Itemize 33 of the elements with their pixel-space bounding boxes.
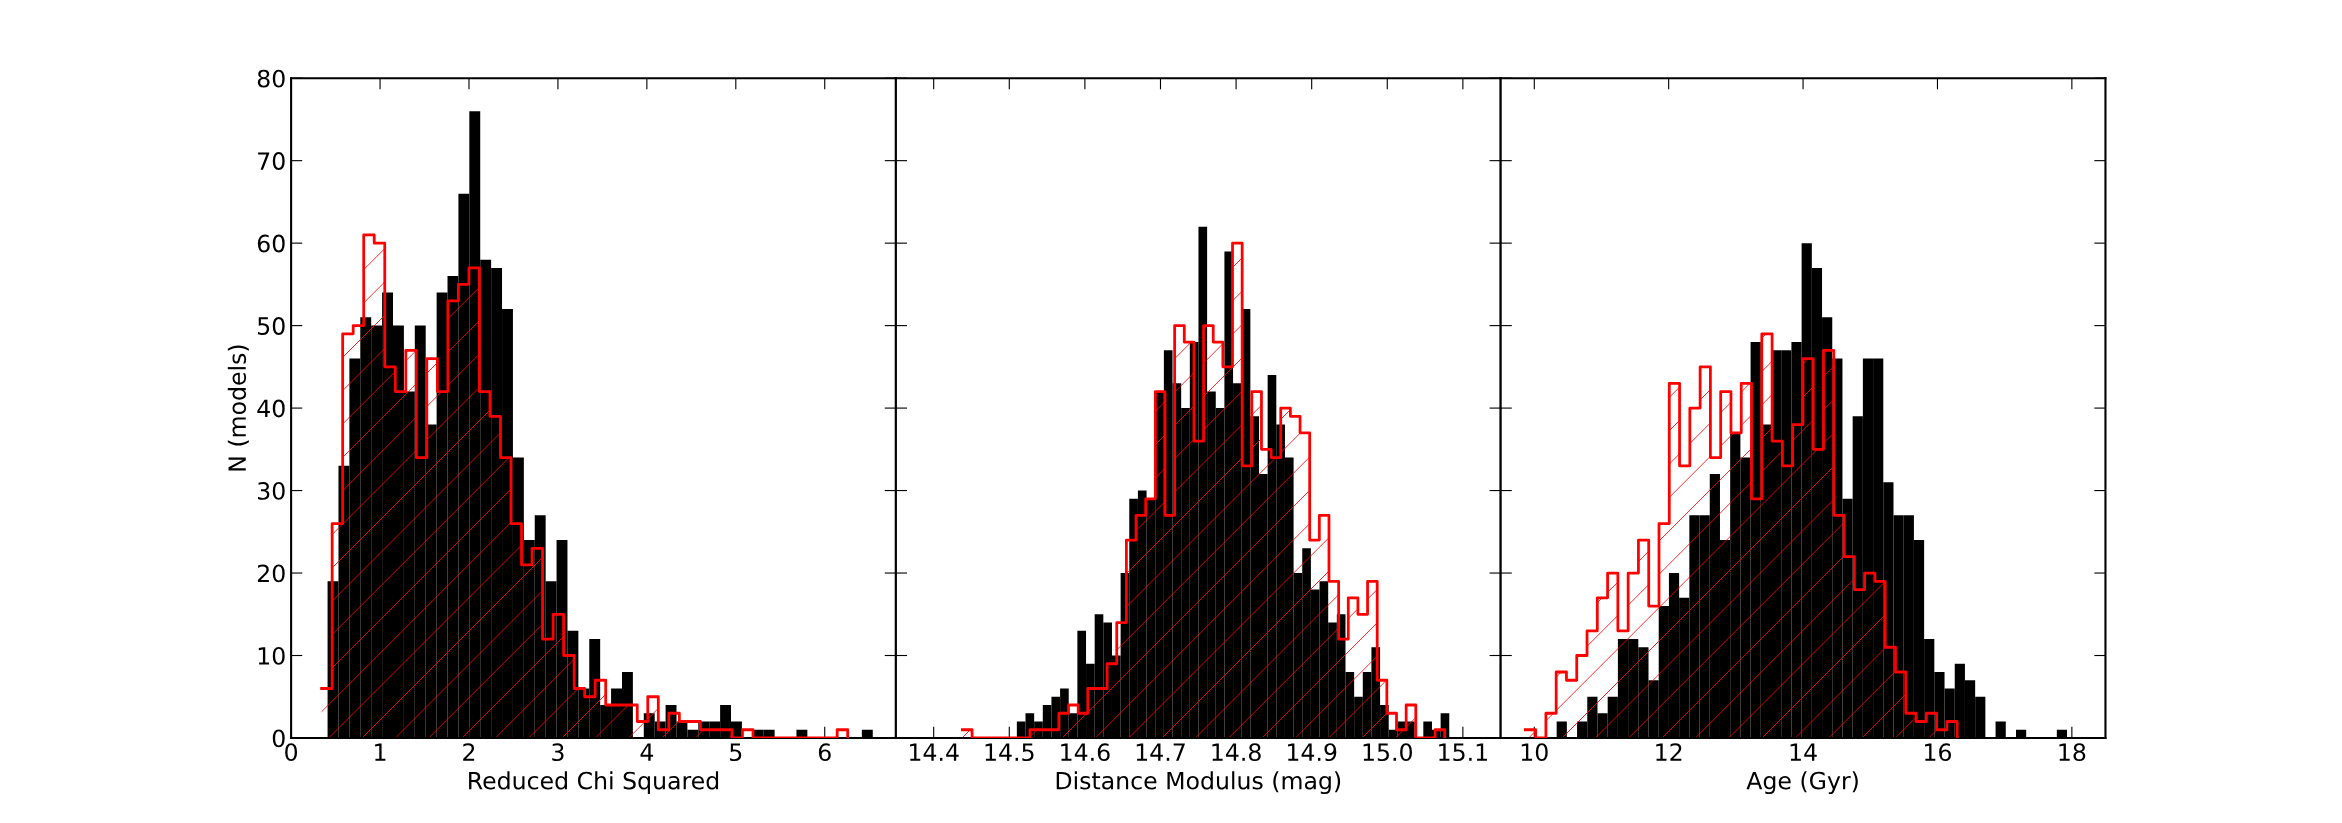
x-tick-label: 12 bbox=[1656, 743, 1682, 761]
x-tick-label: 5 bbox=[730, 743, 742, 762]
x-tick-label: 14.9 bbox=[1287, 743, 1337, 762]
y-tick-label: 30 bbox=[258, 482, 285, 500]
y-tick-label: 50 bbox=[258, 317, 285, 335]
x-tick-label: 15.1 bbox=[1439, 743, 1487, 762]
y-tick-label: 10 bbox=[258, 646, 285, 665]
y-tick-label: 60 bbox=[257, 234, 285, 253]
y-tick-label: 20 bbox=[257, 564, 285, 583]
y-tick-label: 80 bbox=[257, 69, 285, 88]
x-axis-title: Age (Gyr) bbox=[1746, 771, 1858, 795]
y-tick-label: 0 bbox=[272, 729, 285, 748]
x-tick-label: 10 bbox=[1521, 743, 1548, 762]
y-tick-label: 40 bbox=[257, 399, 285, 418]
x-tick-label: 1 bbox=[375, 743, 386, 761]
x-tick-label: 0 bbox=[285, 743, 298, 762]
x-tick-label: 14.6 bbox=[1061, 743, 1110, 762]
x-tick-label: 6 bbox=[818, 743, 831, 762]
x-tick-label: 14 bbox=[1790, 743, 1817, 761]
x-axis-title: Reduced Chi Squared bbox=[469, 771, 719, 795]
x-tick-label: 3 bbox=[552, 743, 564, 762]
x-tick-label: 14.7 bbox=[1136, 743, 1185, 761]
x-tick-label: 18 bbox=[2059, 743, 2086, 762]
x-axis-title: Distance Modulus (mag) bbox=[1056, 771, 1341, 795]
x-tick-label: 14.4 bbox=[910, 743, 959, 761]
y-axis-title: N (models) bbox=[227, 345, 249, 471]
x-tick-label: 14.8 bbox=[1212, 743, 1261, 762]
x-tick-label: 14.5 bbox=[985, 743, 1034, 762]
y-tick-label: 70 bbox=[258, 152, 285, 170]
x-tick-label: 15.0 bbox=[1363, 743, 1412, 762]
x-tick-label: 16 bbox=[1925, 743, 1951, 762]
x-tick-label: 2 bbox=[463, 743, 475, 761]
x-tick-label: 4 bbox=[640, 743, 654, 761]
